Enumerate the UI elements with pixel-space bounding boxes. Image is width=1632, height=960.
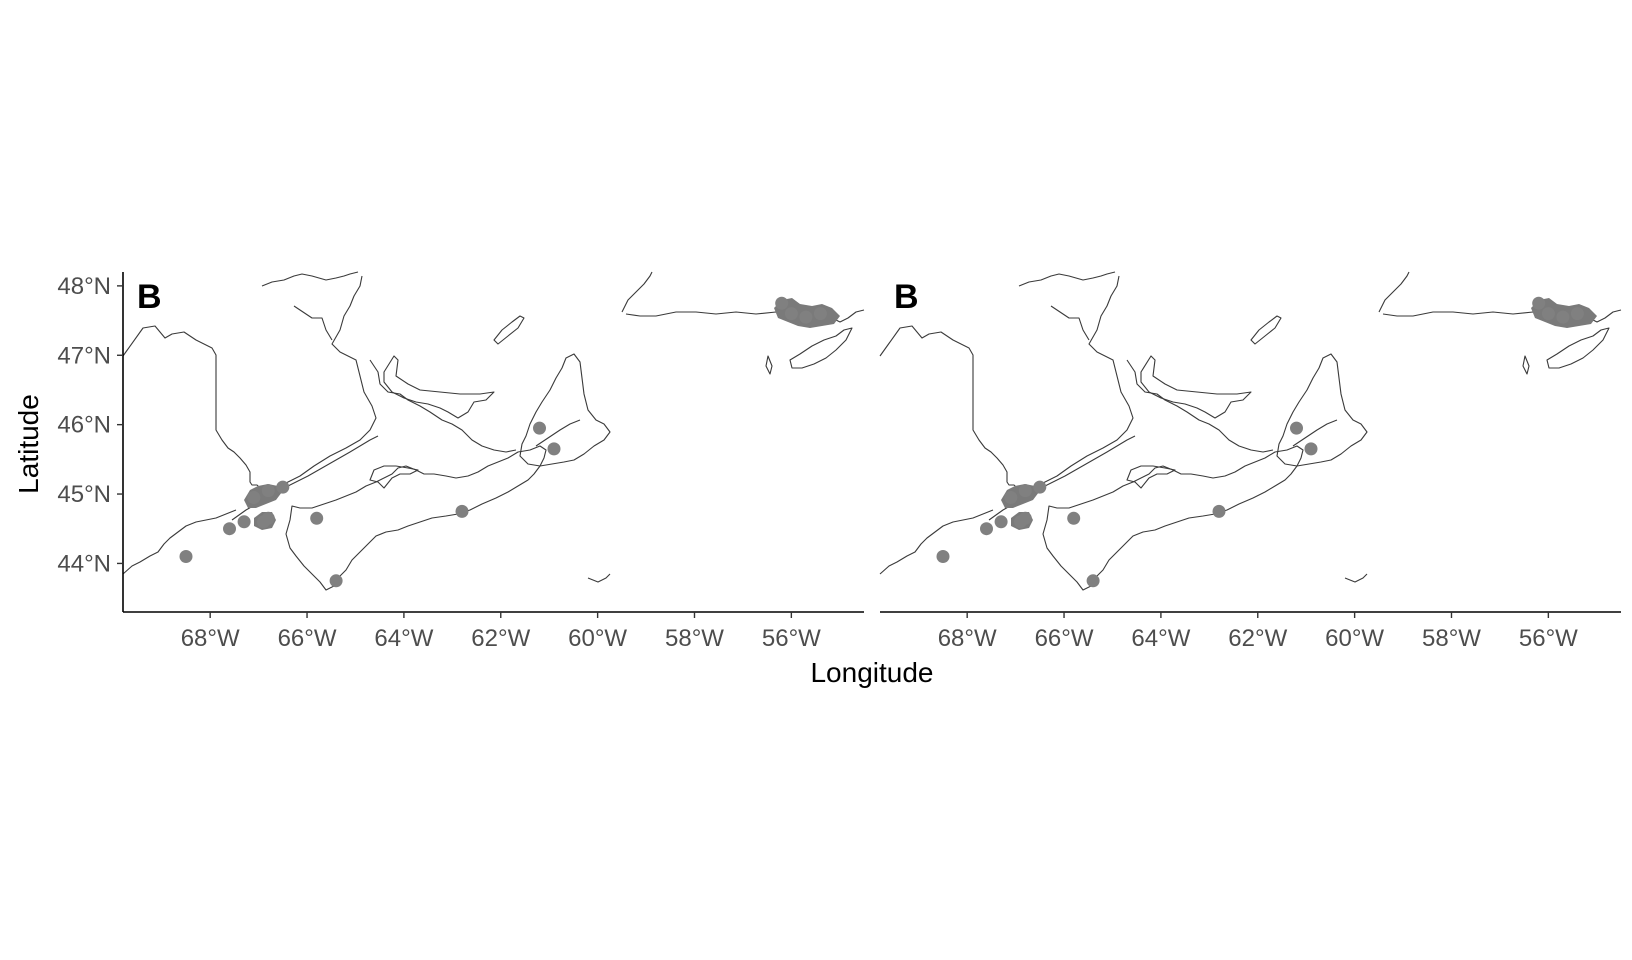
- coastline: [493, 315, 525, 345]
- coastline: [122, 509, 237, 575]
- coastline: [369, 465, 419, 489]
- x-tick-label: 56°W: [1519, 625, 1578, 652]
- x-tick-label: 68°W: [938, 625, 997, 652]
- site-point: [1004, 491, 1018, 504]
- site-point: [1014, 515, 1027, 529]
- site-point: [237, 515, 251, 529]
- site-point: [1570, 307, 1584, 321]
- site-point: [799, 310, 813, 324]
- coastline: [1546, 327, 1610, 369]
- coastline-group: [879, 271, 1622, 591]
- site-point: [179, 550, 193, 563]
- site-point: [1290, 421, 1303, 435]
- x-tick-label: 60°W: [1325, 625, 1384, 652]
- x-tick-label: 60°W: [568, 625, 627, 652]
- x-axis-title: Longitude: [810, 657, 933, 688]
- coastline: [535, 419, 581, 447]
- coastline: [1250, 315, 1282, 345]
- coastline: [1344, 573, 1368, 583]
- map-panel-1: 48°N 47°N 46°N 45°N 44°N 68°W 66°W 64°W 62°W 60°W…: [57, 271, 865, 652]
- x-tick-label: 58°W: [665, 625, 724, 652]
- y-tick-label: 45°N: [57, 481, 111, 508]
- site-point: [1304, 442, 1318, 456]
- coastline: [879, 509, 994, 575]
- x-tick-label: 56°W: [762, 625, 821, 652]
- site-point: [310, 511, 324, 525]
- x-tick-label: 62°W: [471, 625, 530, 652]
- site-point: [257, 515, 270, 529]
- coastline: [369, 359, 517, 453]
- site-point: [784, 307, 798, 321]
- coastline: [1276, 353, 1368, 467]
- coastline: [1126, 359, 1274, 453]
- site-point: [276, 480, 290, 494]
- coastline: [1042, 445, 1304, 591]
- coastline: [1522, 355, 1530, 375]
- y-tick-label: 48°N: [57, 273, 111, 300]
- site-point: [223, 522, 236, 536]
- x-tick-label: 66°W: [278, 625, 337, 652]
- coastline-group: [122, 271, 865, 591]
- panel-tag: B: [894, 278, 919, 316]
- coastline: [789, 327, 853, 369]
- coastline: [765, 355, 773, 375]
- x-tick-label: 68°W: [181, 625, 240, 652]
- y-tick-label: 44°N: [57, 550, 111, 577]
- site-point: [1212, 504, 1226, 518]
- site-point: [980, 522, 993, 536]
- site-point: [775, 296, 789, 310]
- y-tick-label: 46°N: [57, 412, 111, 439]
- x-tick-label: 64°W: [374, 625, 433, 652]
- site-point: [261, 484, 275, 498]
- site-point: [533, 421, 546, 435]
- site-point: [1067, 511, 1081, 525]
- x-tick-label: 66°W: [1035, 625, 1094, 652]
- map-panel-2: 68°W 66°W 64°W 62°W 60°W 58°W 56°W B: [879, 271, 1622, 652]
- site-point: [1018, 484, 1032, 498]
- coastline: [1018, 271, 1116, 287]
- site-point: [455, 504, 469, 518]
- coastline: [587, 573, 611, 583]
- site-point: [936, 550, 950, 563]
- site-point: [1532, 296, 1546, 310]
- site-point: [1033, 480, 1047, 494]
- coastline: [1126, 465, 1176, 489]
- coastline: [383, 355, 495, 419]
- x-tick-label: 62°W: [1228, 625, 1287, 652]
- coastline: [261, 271, 359, 287]
- site-point: [1541, 307, 1555, 321]
- site-point: [1086, 574, 1100, 588]
- y-tick-label: 47°N: [57, 342, 111, 369]
- coastline: [1140, 355, 1252, 419]
- site-point: [329, 574, 343, 588]
- site-point: [547, 442, 561, 456]
- site-point: [1556, 310, 1570, 324]
- y-axis-title: Latitude: [13, 394, 44, 494]
- x-tick-label: 64°W: [1131, 625, 1190, 652]
- panel-tag: B: [137, 278, 162, 316]
- coastline: [285, 445, 547, 591]
- coastline: [1292, 419, 1338, 447]
- site-point: [994, 515, 1008, 529]
- coastline: [519, 353, 611, 467]
- x-tick-label: 58°W: [1422, 625, 1481, 652]
- map-panels: 48°N 47°N 46°N 45°N 44°N 68°W 66°W 64°W 62°W 60°W…: [57, 271, 1622, 652]
- site-point: [247, 491, 261, 504]
- site-point: [813, 307, 827, 321]
